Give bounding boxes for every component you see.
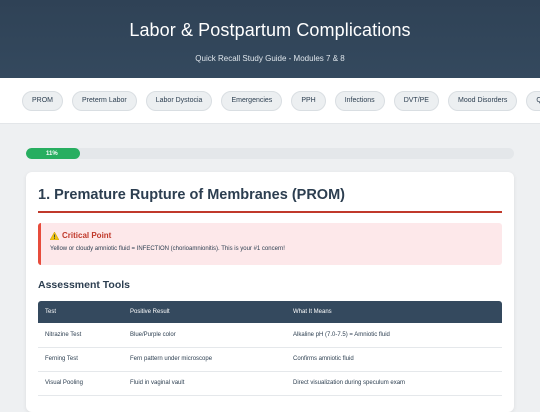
alert-title: Critical Point (62, 231, 112, 240)
column-header-what-it-means: What It Means (293, 309, 332, 315)
table-cell: Visual Pooling (45, 380, 83, 386)
table-cell: Ferning Test (45, 356, 78, 362)
alert-title-row: Critical Point (49, 230, 493, 240)
table-row: Nitrazine Test Blue/Purple color Alkalin… (38, 323, 502, 347)
table-cell: Alkaline pH (7.0-7.5) = Amniotic fluid (293, 331, 390, 338)
nav-item-dvt-pe[interactable]: DVT/PE (393, 90, 439, 111)
table-cell: Nitrazine Test (45, 331, 82, 338)
column-header-test: Test (45, 309, 57, 315)
critical-alert: Critical Point Yellow or cloudy amniotic… (38, 223, 502, 265)
assessment-tools-heading: Assessment Tools (38, 279, 131, 291)
topic-nav: PROM Preterm Labor Labor Dystocia Emerge… (0, 78, 540, 124)
progress-label: 11% (46, 150, 58, 157)
table-cell: Confirms amniotic fluid (293, 356, 354, 362)
section-card: 1. Premature Rupture of Membranes (PROM)… (26, 172, 514, 412)
nav-item-prom[interactable]: PROM (22, 90, 63, 111)
page-title: Labor & Postpartum Complications (129, 20, 411, 40)
alert-text: Yellow or cloudy amniotic fluid = INFECT… (50, 246, 285, 252)
nav-item-quiz[interactable]: Quiz (526, 90, 540, 111)
table-row: Ferning Test Fern pattern under microsco… (38, 347, 502, 371)
nav-item-emergencies[interactable]: Emergencies (221, 90, 283, 111)
progress-fill: 11% (26, 148, 80, 159)
progress-bar: 11% (26, 148, 514, 159)
nav-item-infections[interactable]: Infections (334, 90, 385, 111)
table-cell: Fluid in vaginal vault (130, 380, 185, 386)
table-cell: Direct visualization during speculum exa… (293, 380, 406, 386)
nav-item-mood-disorders[interactable]: Mood Disorders (447, 90, 518, 111)
table-cell: Fern pattern under microscope (130, 356, 213, 362)
table-row: Visual Pooling Fluid in vaginal vault Di… (38, 371, 502, 395)
table-cell: Blue/Purple color (130, 331, 176, 338)
nav-item-preterm-labor[interactable]: Preterm Labor (72, 90, 137, 111)
warning-icon (49, 230, 60, 240)
table-header-row: Test Positive Result What It Means (38, 301, 502, 323)
page-subtitle: Quick Recall Study Guide - Modules 7 & 8 (195, 54, 345, 63)
nav-item-pph[interactable]: PPH (291, 90, 326, 111)
column-header-positive-result: Positive Result (130, 309, 170, 315)
page-header: Labor & Postpartum Complications Quick R… (0, 0, 540, 78)
nav-item-labor-dystocia[interactable]: Labor Dystocia (145, 90, 213, 111)
section-title: 1. Premature Rupture of Membranes (PROM) (38, 187, 502, 213)
assessment-table: Test Positive Result What It Means Nitra… (38, 301, 502, 396)
